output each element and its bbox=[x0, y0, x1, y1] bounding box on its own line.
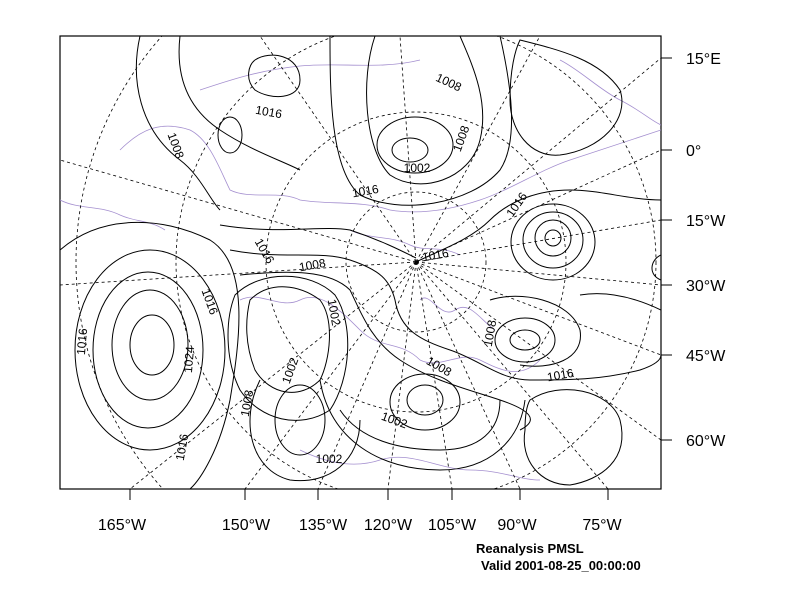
plot-frame bbox=[59, 35, 662, 490]
contour-label: 1016 bbox=[74, 327, 90, 355]
contour-label: 1024 bbox=[181, 345, 197, 373]
bottom-tick-label: 135°W bbox=[299, 517, 348, 534]
right-tick-label: 0° bbox=[686, 143, 701, 160]
right-axis: 15°E 0° 15°W 30°W 45°W 60°W bbox=[661, 51, 726, 450]
caption-title: Reanalysis PMSL bbox=[476, 541, 584, 556]
right-tick-label: 15°E bbox=[686, 51, 721, 68]
bottom-tick-label: 90°W bbox=[497, 517, 537, 534]
bottom-tick-label: 165°W bbox=[98, 517, 147, 534]
contour-label: 1002 bbox=[325, 298, 343, 327]
caption-valid-time: Valid 2001-08-25_00:00:00 bbox=[481, 558, 641, 573]
bottom-tick-label: 105°W bbox=[428, 517, 477, 534]
bottom-tick-label: 150°W bbox=[222, 517, 271, 534]
right-tick-label: 60°W bbox=[686, 433, 726, 450]
coastlines bbox=[60, 59, 661, 481]
contour-label: 1016 bbox=[546, 366, 575, 384]
contour-label: 1008 bbox=[238, 389, 256, 418]
right-tick-label: 30°W bbox=[686, 278, 726, 295]
contour-label: 1002 bbox=[404, 161, 431, 175]
right-tick-label: 45°W bbox=[686, 348, 726, 365]
pressure-contours bbox=[60, 36, 661, 489]
contour-label: 1008 bbox=[298, 256, 327, 274]
contour-label: 1016 bbox=[173, 433, 191, 462]
contour-label: 1016 bbox=[421, 246, 450, 264]
bottom-tick-label: 120°W bbox=[364, 517, 413, 534]
contour-label: 1016 bbox=[254, 103, 283, 121]
contour-label: 1008 bbox=[481, 319, 499, 348]
bottom-tick-label: 75°W bbox=[582, 517, 622, 534]
right-tick-label: 15°W bbox=[686, 213, 726, 230]
contour-label: 1002 bbox=[316, 452, 343, 466]
graticule bbox=[60, 36, 661, 489]
bottom-axis: 165°W 150°W 135°W 120°W 105°W 90°W 75°W bbox=[98, 489, 623, 534]
contour-label: 1016 bbox=[351, 182, 380, 200]
